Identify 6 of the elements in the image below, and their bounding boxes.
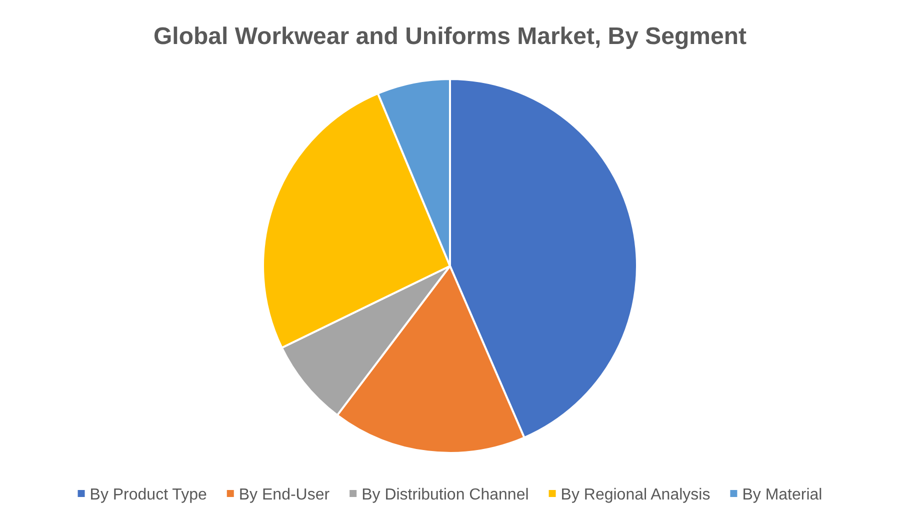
chart-title: Global Workwear and Uniforms Market, By Segment bbox=[153, 23, 747, 50]
legend-label: By Regional Analysis bbox=[560, 486, 710, 504]
legend-label: By Distribution Channel bbox=[362, 486, 529, 504]
legend-label: By End-User bbox=[238, 486, 330, 504]
legend-label: By Product Type bbox=[90, 486, 207, 504]
legend-label: By Material bbox=[742, 486, 822, 504]
